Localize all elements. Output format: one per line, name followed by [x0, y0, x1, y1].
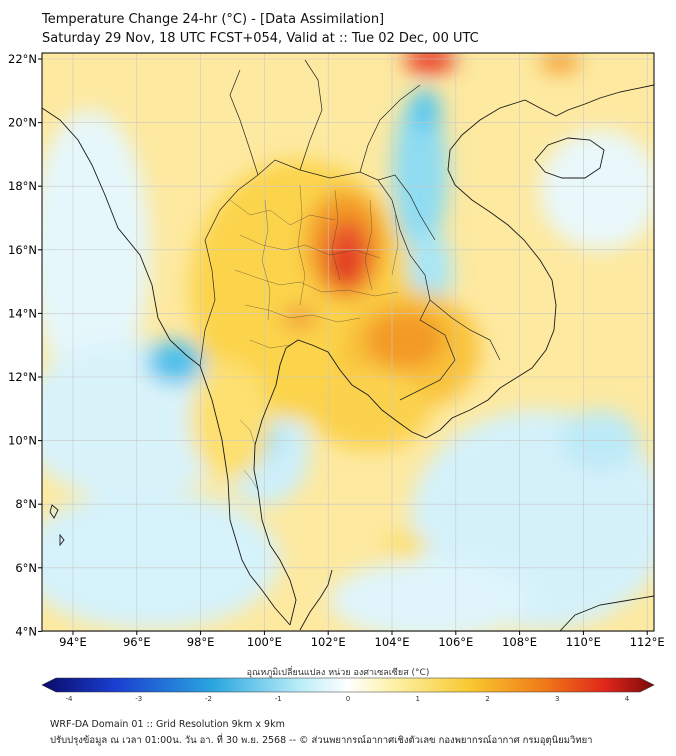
longitude-label: 98°E: [187, 635, 215, 649]
longitude-label: 96°E: [123, 635, 151, 649]
colorbar-ticks: -4 -3 -2 -1 0 1 2 3 4: [66, 695, 630, 703]
map-subtitle: Saturday 29 Nov, 18 UTC FCST+054, Valid …: [42, 31, 479, 46]
colorbar-tick-label: 1: [416, 695, 420, 703]
latitude-label: 4°N: [15, 624, 37, 638]
colorbar-tick-label: -3: [135, 695, 142, 703]
colorbar: -4 -3 -2 -1 0 1 2 3 4: [41, 677, 655, 703]
latitude-label: 18°N: [8, 179, 37, 193]
latitude-label: 12°N: [8, 370, 37, 384]
credit-line: ปรับปรุงข้อมูล ณ เวลา 01:00น. วัน อา. ที…: [50, 735, 593, 746]
colorbar-title: อุณหภูมิเปลี่ยนแปลง หน่วย องศาเซลเซียส (…: [246, 668, 430, 678]
longitude-label: 110°E: [566, 635, 601, 649]
coastlines: [42, 84, 654, 631]
longitude-label: 106°E: [438, 635, 473, 649]
longitude-labels: 94°E 96°E 98°E 100°E 102°E 104°E 106°E 108°E 110…: [59, 631, 665, 649]
map-title: Temperature Change 24-hr (°C) - [Data As…: [42, 12, 385, 27]
colorbar-tick-label: 2: [485, 695, 489, 703]
latitude-label: 6°N: [15, 561, 37, 575]
map-gridlines: [42, 53, 654, 632]
latitude-label: 10°N: [8, 434, 37, 448]
colorbar-scale: [41, 677, 655, 693]
model-info: WRF-DA Domain 01 :: Grid Resolution 9km …: [50, 719, 285, 730]
colorbar-tick-label: 0: [346, 695, 350, 703]
latitude-label: 8°N: [15, 497, 37, 511]
longitude-label: 94°E: [59, 635, 87, 649]
longitude-label: 102°E: [311, 635, 346, 649]
colorbar-tick-label: 3: [555, 695, 559, 703]
latitude-labels: 22°N 20°N 18°N 16°N 14°N 12°N 10°N 8°N 6°N 4°N: [8, 52, 42, 638]
latitude-label: 14°N: [8, 306, 37, 320]
latitude-label: 20°N: [8, 116, 37, 130]
colorbar-tick-label: -4: [66, 695, 74, 703]
latitude-label: 16°N: [8, 243, 37, 257]
longitude-label: 100°E: [247, 635, 282, 649]
latitude-label: 22°N: [8, 52, 37, 66]
longitude-label: 112°E: [630, 635, 665, 649]
temperature-field: [42, 53, 654, 631]
map-frame: [41, 52, 655, 632]
country-borders: [199, 59, 501, 401]
colorbar-tick-label: 4: [625, 695, 630, 703]
colorbar-tick-label: -1: [275, 695, 282, 703]
province-borders: [229, 184, 399, 491]
colorbar-tick-label: -2: [205, 695, 212, 703]
longitude-label: 108°E: [502, 635, 537, 649]
longitude-label: 104°E: [375, 635, 410, 649]
